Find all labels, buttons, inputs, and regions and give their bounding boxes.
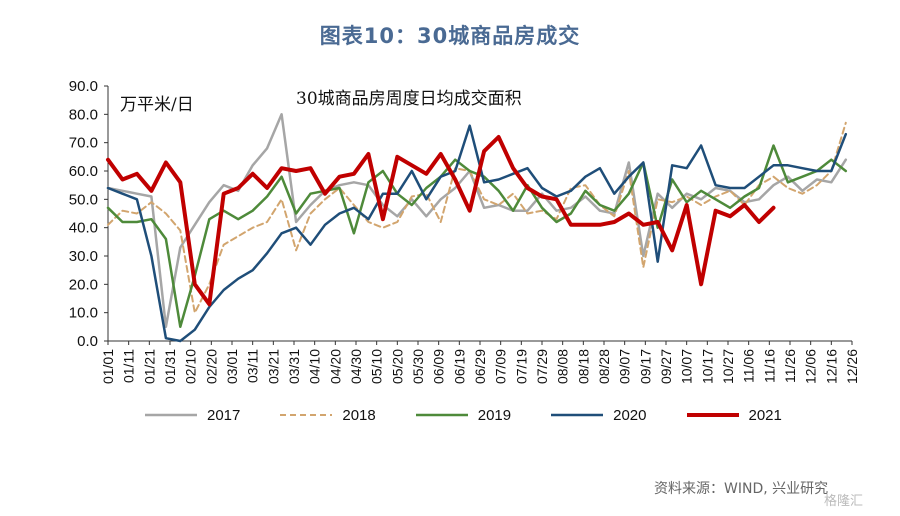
x-tick-label: 09/07: [617, 349, 633, 384]
x-tick-label: 11/06: [741, 349, 757, 383]
x-tick-label: 09/17: [637, 349, 653, 384]
legend-label: 2021: [748, 406, 782, 424]
x-tick-label: 01/11: [121, 349, 137, 383]
watermark-logo: 格隆汇: [824, 494, 864, 509]
x-tick-label: 10/07: [679, 349, 695, 384]
y-unit-label: 万平米/日: [120, 95, 194, 115]
legend-swatch: [280, 414, 333, 416]
x-tick-label: 05/30: [410, 349, 426, 384]
y-tick-label: 0.0: [77, 333, 98, 350]
x-tick-label: 12/06: [803, 349, 819, 384]
x-tick-label: 03/11: [245, 349, 261, 383]
x-tick-label: 12/26: [844, 349, 860, 384]
x-tick-label: 06/29: [472, 349, 488, 384]
x-tick-label: 09/27: [658, 349, 674, 384]
legend-label: 2020: [613, 406, 647, 424]
x-tick-label: 10/17: [699, 349, 715, 384]
y-tick-label: 60.0: [69, 163, 98, 180]
x-tick-label: 06/09: [431, 349, 447, 384]
x-tick-label: 03/31: [286, 349, 302, 384]
legend-item-2018: 2018: [280, 406, 376, 424]
x-tick-label: 05/10: [369, 349, 385, 384]
legend-swatch: [686, 413, 739, 417]
x-tick-label: 04/10: [307, 349, 323, 384]
x-tick-label: 02/20: [203, 349, 219, 384]
x-tick-label: 02/10: [183, 349, 199, 384]
x-tick-label: 07/09: [493, 349, 509, 384]
legend-swatch: [415, 413, 468, 417]
x-tick-label: 01/01: [100, 349, 116, 384]
y-tick-label: 70.0: [69, 135, 98, 152]
y-tick-label: 90.0: [69, 78, 98, 95]
y-tick-label: 80.0: [69, 106, 98, 123]
x-tick-label: 01/21: [141, 349, 157, 384]
x-tick-label: 08/08: [555, 349, 571, 384]
legend-swatch: [145, 413, 197, 417]
chart-legend: 2017 2018 2019 2020 2021: [145, 404, 822, 426]
x-tick-label: 04/20: [327, 349, 343, 384]
y-tick-label: 10.0: [69, 305, 98, 322]
x-tick-label: 07/29: [534, 349, 550, 384]
legend-swatch: [551, 413, 604, 417]
legend-item-2020: 2020: [551, 406, 647, 424]
legend-item-2017: 2017: [145, 407, 240, 424]
y-tick-label: 50.0: [69, 191, 98, 208]
x-tick-label: 11/16: [761, 349, 777, 383]
series-line-2020: [106, 124, 848, 343]
legend-item-2021: 2021: [686, 406, 782, 424]
x-tick-label: 01/31: [162, 349, 178, 384]
x-tick-label: 06/19: [451, 349, 467, 384]
y-tick-label: 30.0: [69, 248, 98, 265]
legend-label: 2019: [477, 406, 512, 424]
legend-label: 2018: [342, 406, 376, 424]
x-tick-label: 04/30: [348, 349, 364, 384]
x-tick-label: 11/26: [782, 349, 798, 383]
x-tick-label: 08/18: [575, 349, 591, 384]
y-tick-label: 20.0: [69, 276, 98, 293]
x-tick-label: 10/27: [720, 349, 736, 384]
source-note: 资料来源：WIND, 兴业研究: [654, 481, 829, 497]
x-tick-label: 08/28: [596, 349, 612, 384]
x-tick-label: 03/01: [224, 349, 240, 384]
chart-title: 30城商品房周度日均成交面积: [296, 89, 522, 109]
x-tick-label: 12/16: [823, 349, 839, 384]
x-tick-label: 05/20: [389, 349, 405, 384]
legend-label: 2017: [207, 406, 241, 424]
x-tick-label: 03/21: [265, 349, 281, 384]
legend-item-2019: 2019: [415, 406, 512, 424]
figure-title: 图表10：30城商品房成交: [319, 24, 581, 48]
x-tick-label: 07/19: [513, 349, 529, 384]
y-tick-label: 40.0: [69, 220, 98, 237]
series-line-2021: [106, 135, 776, 307]
